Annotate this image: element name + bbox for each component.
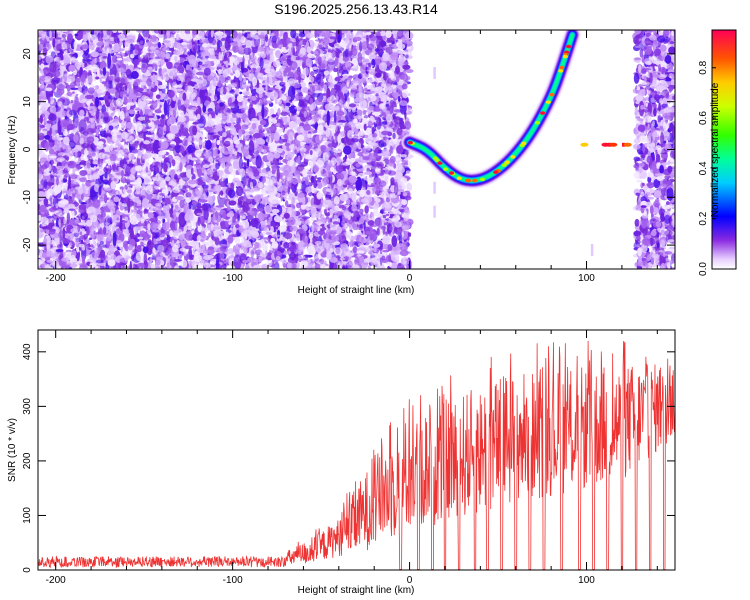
- noise-speckle: [275, 147, 283, 154]
- noise-speckle: [63, 73, 70, 77]
- noise-speckle: [234, 236, 241, 245]
- noise-speckle: [138, 62, 142, 67]
- chart-title: S196.2025.256.13.43.R14: [274, 1, 438, 17]
- noise-speckle: [208, 232, 212, 238]
- noise-speckle: [364, 87, 368, 92]
- noise-speckle: [220, 94, 224, 101]
- noise-speckle: [246, 214, 253, 220]
- noise-speckle: [351, 108, 356, 113]
- noise-speckle: [75, 207, 79, 210]
- noise-speckle: [192, 222, 196, 230]
- noise-speckle: [281, 103, 284, 111]
- noise-speckle: [325, 216, 329, 220]
- noise-speckle: [243, 77, 247, 83]
- noise-speckle: [273, 105, 277, 114]
- noise-speckle: [316, 177, 323, 181]
- noise-speckle: [245, 264, 250, 269]
- noise-speckle: [329, 217, 333, 222]
- spectrogram-noise: [38, 30, 675, 269]
- noise-speckle: [161, 218, 166, 224]
- noise-speckle: [407, 232, 412, 237]
- noise-speckle: [156, 215, 166, 220]
- noise-speckle: [201, 38, 210, 45]
- noise-speckle: [183, 250, 187, 256]
- noise-speckle: [141, 186, 144, 190]
- noise-speckle: [371, 169, 376, 175]
- noise-speckle: [146, 261, 153, 269]
- noise-speckle: [125, 50, 130, 55]
- noise-speckle: [239, 91, 243, 95]
- noise-speckle: [175, 33, 180, 43]
- noise-speckle: [283, 196, 287, 200]
